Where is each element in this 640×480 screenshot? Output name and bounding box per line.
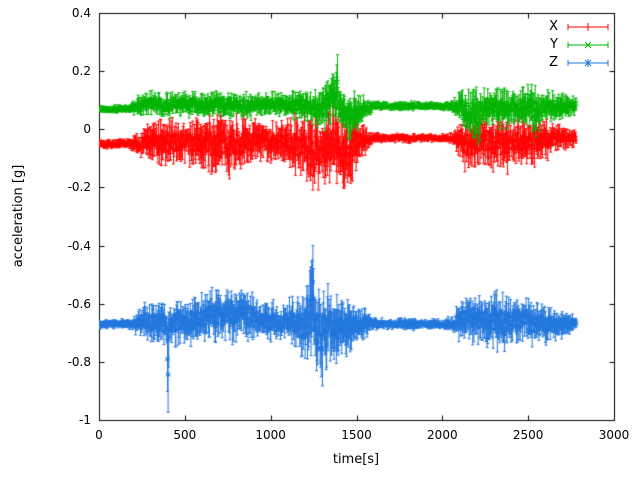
x-tick-label: 0 xyxy=(95,428,103,442)
y-tick-label: -0.6 xyxy=(67,296,91,311)
x-axis-label: time[s] xyxy=(332,452,380,467)
legend-entry-x: X xyxy=(549,20,610,34)
legend-entry-z: Z xyxy=(549,56,610,70)
legend-sample-cross-icon xyxy=(567,41,609,49)
legend-label: Y xyxy=(550,37,558,52)
y-axis-label: acceleration [g] xyxy=(11,164,26,268)
y-tick-label: -0.8 xyxy=(67,354,91,369)
x-tick-label: 500 xyxy=(173,428,197,442)
y-tick-label: 0 xyxy=(83,122,91,137)
x-tick-label: 3000 xyxy=(598,428,630,442)
legend-label: Z xyxy=(549,55,558,70)
legend-sample-plus-icon xyxy=(567,23,609,31)
legend-sample-star-icon xyxy=(567,59,609,67)
y-tick-label: -0.2 xyxy=(67,180,91,195)
y-tick-label: 0.2 xyxy=(71,64,91,79)
x-tick-label: 1500 xyxy=(341,428,372,442)
y-tick-label: -1 xyxy=(79,413,91,427)
y-tick-label: 0.4 xyxy=(71,6,91,20)
legend-label: X xyxy=(549,19,558,34)
legend-entry-y: Y xyxy=(549,38,610,52)
x-tick-label: 1000 xyxy=(255,428,286,442)
x-tick-label: 2500 xyxy=(512,428,544,442)
y-tick-label: -0.4 xyxy=(67,238,91,253)
x-tick-label: 2000 xyxy=(427,428,458,442)
